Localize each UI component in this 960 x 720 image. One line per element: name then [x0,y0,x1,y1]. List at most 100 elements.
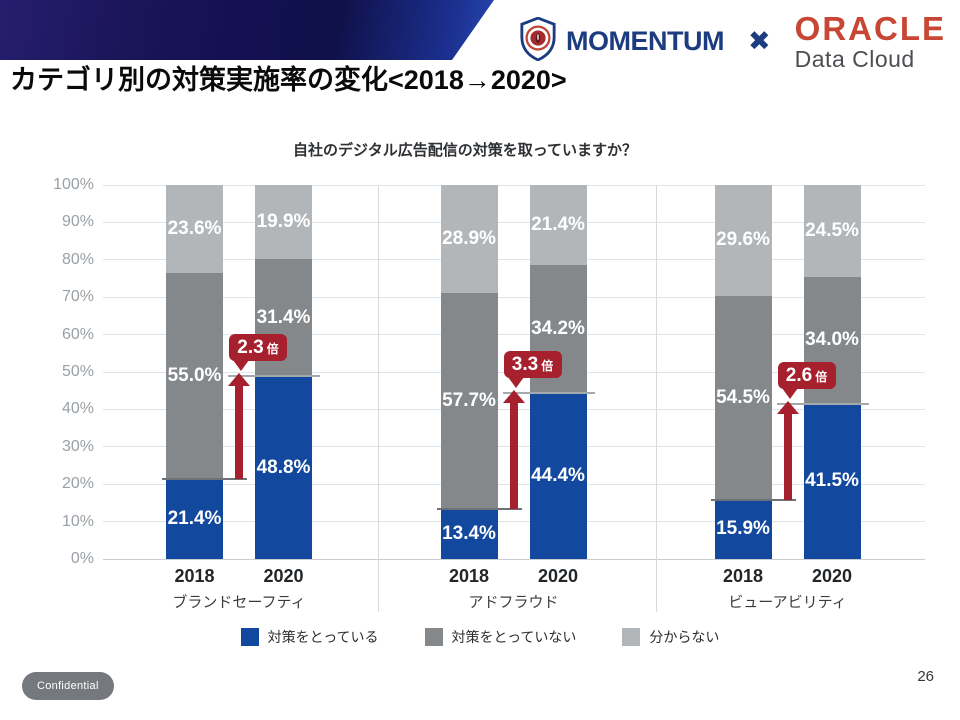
bar-segment: 24.5% [803,185,861,277]
gridline [103,184,925,186]
multiplier-value: 3.3 [511,353,539,375]
y-tick-label: 100% [53,176,94,193]
segment-label: 34.0% [805,329,859,351]
arrow-head-icon [776,400,799,414]
segment-label: 29.6% [716,229,770,251]
segment-label: 28.9% [442,228,496,250]
gridline [103,221,925,223]
y-tick-label: 0% [70,550,94,567]
momentum-wordmark: MOMENTUM [566,25,725,56]
gridline [103,521,925,523]
legend-swatch [424,628,443,646]
y-tick-label: 20% [61,475,94,493]
cross-icon: ✖ [748,25,771,56]
oracle-subtitle: Data Cloud [794,45,915,72]
legend-swatch [622,628,641,646]
y-tick-label: 90% [61,213,94,231]
group-separator [378,185,379,612]
multiplier-badge: 3.3 倍 [503,350,562,378]
legend: 対策をとっている 対策をとっていない 分からない [0,627,960,647]
segment-label: 19.9% [256,210,311,232]
group-separator [655,185,657,612]
gridline [103,334,925,336]
momentum-logo: MOMENTUM [519,16,725,66]
multiplier-unit: 倍 [815,369,828,384]
oracle-logo: ORACLE Data Cloud [795,12,946,71]
bar-segment: 19.9% [255,184,312,260]
multiplier-unit: 倍 [541,358,554,373]
bar-segment: 21.4% [529,185,587,266]
x-tick-year: 2020 [263,566,304,586]
ref-line-2018 [436,507,522,510]
legend-item: 分からない [622,627,719,647]
category-label: ブランドセーフティ [172,594,306,611]
y-tick-label: 60% [61,325,94,343]
gridline [103,259,925,261]
segment-label: 21.4% [531,214,585,236]
y-tick-label: 80% [61,250,94,268]
arrow-head-icon [228,373,250,387]
arrow-line [783,412,792,500]
ref-line-2018 [710,498,796,501]
bar-segment: 29.6% [714,185,772,296]
gridline [103,558,925,560]
ref-line-2020 [228,375,320,378]
segment-label: 13.4% [442,522,496,544]
bar-segment: 21.4% [166,478,223,559]
ref-line-2020 [776,402,869,405]
segment-label: 55.0% [167,365,222,387]
y-tick-label: 40% [61,400,94,418]
legend-item: 対策をとっていない [424,627,577,647]
badge-tail-icon [507,376,524,388]
segment-label: 48.8% [256,456,311,478]
x-tick-year: 2018 [174,566,215,586]
bar-segment: 44.4% [529,392,587,559]
arrow-line [235,385,243,479]
x-tick-year: 2018 [448,566,490,586]
header-band [0,0,494,60]
segment-label: 41.5% [805,470,859,492]
ref-line-2018 [162,477,247,480]
slide-title: カテゴリ別の対策実施率の変化<2018→2020> [10,65,567,95]
x-tick-year: 2020 [537,566,579,586]
bar-segment: 15.9% [714,499,772,559]
confidential-badge: Confidential [22,672,114,700]
x-tick-year: 2020 [811,566,853,586]
bar-segment: 48.8% [255,376,312,559]
bar-segment: 54.5% [714,295,772,500]
multiplier-badge: 2.3 倍 [229,334,287,362]
bar-segment: 41.5% [803,403,861,559]
segment-label: 54.5% [716,386,770,408]
badge-tail-icon [233,360,249,372]
gridline [103,296,925,298]
segment-label: 24.5% [805,219,859,241]
segment-label: 15.9% [716,518,770,540]
y-tick-label: 30% [61,437,94,455]
bar-segment: 23.6% [166,185,223,274]
y-tick-label: 50% [61,363,94,380]
badge-tail-icon [781,387,798,399]
chart-title: 自社のデジタル広告配信の対策を取っていますか？ [293,142,637,159]
segment-label: 34.2% [531,317,585,339]
category-label: ビューアビリティ [728,594,847,611]
bar-segment: 28.9% [440,185,498,294]
multiplier-unit: 倍 [266,342,279,357]
category-label: アドフラウド [468,594,559,611]
bar-segment: 13.4% [440,508,498,559]
momentum-shield-icon [519,16,557,66]
y-tick-label: 10% [61,512,94,530]
segment-label: 31.4% [256,306,311,328]
x-tick-year: 2018 [722,566,764,586]
legend-label: 分からない [649,629,720,645]
arrow-line [509,401,518,509]
ref-line-2020 [502,391,595,394]
arrow-head-icon [502,389,525,403]
page-number: 26 [917,668,934,685]
segment-label: 44.4% [531,464,585,486]
legend-label: 対策をとっていない [451,629,577,645]
multiplier-badge: 2.6 倍 [777,361,836,389]
oracle-wordmark: ORACLE [794,9,946,47]
segment-label: 57.7% [442,389,496,411]
